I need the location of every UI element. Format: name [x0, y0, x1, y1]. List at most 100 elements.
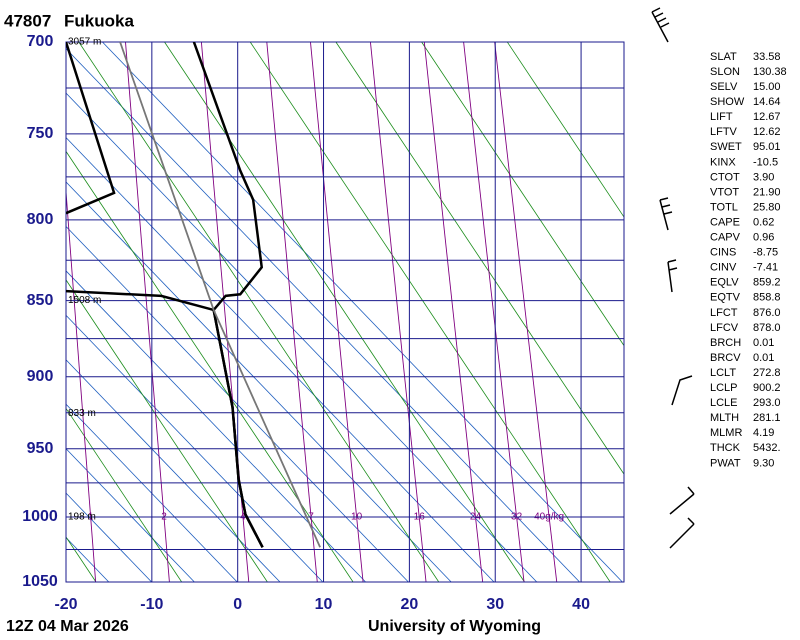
index-value: 0.96 [753, 232, 774, 244]
dry-adiabat [66, 279, 268, 582]
index-name: PWAT [710, 457, 741, 469]
isotherm [66, 581, 67, 582]
station-id: 47807 [4, 11, 51, 30]
index-value: 33.58 [753, 51, 781, 63]
y-tick-label: 1050 [22, 573, 58, 590]
index-value: 900.2 [753, 382, 781, 394]
y-tick-label: 700 [27, 33, 54, 50]
index-value: 3.90 [753, 171, 774, 183]
mixing-ratio-line [369, 42, 427, 582]
index-value: 293.0 [753, 397, 781, 409]
index-name: SELV [710, 81, 738, 93]
index-name: CINS [710, 247, 736, 259]
plot-frame [65, 41, 625, 583]
isotherm [66, 403, 238, 582]
index-name: MLMR [710, 427, 742, 439]
index-value: 95.01 [753, 141, 781, 153]
y-tick-label: 750 [27, 125, 54, 142]
height-label: 833 m [68, 408, 96, 419]
y-tick-label: 1000 [22, 508, 58, 525]
index-name: EQTV [710, 292, 741, 304]
height-label: 3057 m [68, 37, 101, 48]
isotherm [66, 492, 152, 582]
index-name: SWET [710, 141, 742, 153]
index-value: 281.1 [753, 412, 781, 424]
index-name: CTOT [710, 171, 740, 183]
index-value: -8.75 [753, 247, 778, 259]
index-name: SLON [710, 66, 740, 78]
profile-line [192, 42, 264, 548]
x-tick-label: -20 [54, 596, 77, 613]
index-value: 21.90 [753, 186, 781, 198]
isotherm [0, 42, 23, 582]
x-tick-label: -10 [140, 596, 163, 613]
dry-adiabat [421, 42, 624, 347]
index-name: EQLV [710, 277, 739, 289]
mixing-ratio-line [125, 42, 170, 582]
profile-line [119, 42, 321, 548]
index-value: -10.5 [753, 156, 778, 168]
y-tick-label: 900 [27, 368, 54, 385]
isotherm [66, 136, 495, 582]
index-value: 4.19 [753, 427, 774, 439]
index-name: SHOW [710, 96, 745, 108]
x-tick-label: 30 [486, 596, 504, 613]
profile-line [66, 42, 264, 548]
x-tick-label: 0 [233, 596, 242, 613]
mixing-ratio-line [423, 42, 484, 582]
footer-date: 12Z 04 Mar 2026 [6, 618, 129, 635]
index-name: SLAT [710, 51, 737, 63]
isotherm [66, 181, 452, 582]
index-name: BRCV [710, 352, 741, 364]
mixing-ratio-line [266, 42, 318, 582]
index-name: LFCT [710, 307, 738, 319]
index-value: 25.80 [753, 201, 781, 213]
dry-adiabat [335, 42, 624, 475]
index-name: LCLT [710, 367, 736, 379]
index-name: CAPE [710, 216, 740, 228]
index-name: LFTV [710, 126, 738, 138]
dry-adiabat [78, 42, 440, 582]
index-name: BRCH [710, 337, 741, 349]
index-value: 859.2 [753, 277, 781, 289]
index-value: 878.0 [753, 322, 781, 334]
index-value: 12.67 [753, 111, 781, 123]
y-tick-label: 950 [27, 440, 54, 457]
index-value: -7.41 [753, 262, 778, 274]
index-name: VTOT [710, 186, 739, 198]
index-value: 9.30 [753, 457, 774, 469]
index-name: TOTL [710, 201, 738, 213]
mixing-ratio-line [494, 42, 558, 582]
y-tick-label: 800 [27, 211, 54, 228]
index-name: THCK [710, 442, 741, 454]
isotherm [66, 448, 195, 582]
index-value: 14.64 [753, 96, 781, 108]
station-name: Fukuoka [64, 11, 134, 30]
dry-adiabat [164, 42, 525, 582]
x-tick-label: 20 [400, 596, 418, 613]
index-name: LCLE [710, 397, 738, 409]
wind-barbs [651, 7, 695, 549]
index-value: 0.62 [753, 216, 774, 228]
height-label: 1508 m [68, 295, 101, 306]
isotherm [66, 225, 409, 582]
dry-adiabat [506, 42, 624, 218]
mixing-ratio-line [310, 42, 364, 582]
index-name: CAPV [710, 232, 741, 244]
index-value: 12.62 [753, 126, 781, 138]
index-name: MLTH [710, 412, 739, 424]
footer-credit: University of Wyoming [368, 618, 541, 635]
index-value: 876.0 [753, 307, 781, 319]
index-value: 130.38 [753, 66, 787, 78]
isotherm [102, 42, 623, 582]
mixing-ratio-line [463, 42, 525, 582]
index-name: LFCV [710, 322, 739, 334]
index-value: 5432. [753, 442, 781, 454]
isotherm [66, 48, 580, 582]
y-tick-label: 850 [27, 292, 54, 309]
index-value: 0.01 [753, 337, 774, 349]
index-value: 0.01 [753, 352, 774, 364]
index-name: KINX [710, 156, 736, 168]
dry-adiabat [0, 42, 10, 582]
